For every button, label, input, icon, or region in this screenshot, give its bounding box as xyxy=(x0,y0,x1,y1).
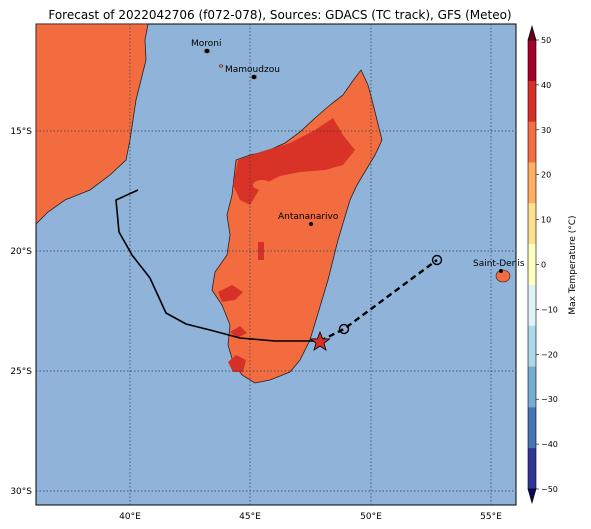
city-dot xyxy=(205,49,209,53)
lat-label: 20°S xyxy=(10,247,32,257)
lon-label: 40°E xyxy=(119,512,141,522)
city-dot xyxy=(252,75,256,79)
lon-label: 55°E xyxy=(480,512,502,522)
colorbar-tick-label: 0 xyxy=(541,261,546,270)
gridlines xyxy=(36,24,516,505)
city-label-saint-denis: Saint-Denis xyxy=(473,259,525,269)
colorbar-tick-label: −20 xyxy=(541,350,558,359)
colorbar-segment xyxy=(528,325,536,368)
city-label-mamoudzou: Mamoudzou xyxy=(225,65,280,75)
forecast-position-marker xyxy=(338,323,350,335)
map-title: Forecast of 2022042706 (f072-078), Sourc… xyxy=(48,8,512,22)
city-label-moroni: Moroni xyxy=(191,39,222,49)
colorbar-tick-label: 30 xyxy=(541,126,551,135)
colorbar-tick-label: −30 xyxy=(541,395,558,404)
colorbar-label: Max Temperature (°C) xyxy=(568,215,578,314)
colorbar-bottom-arrow xyxy=(527,488,537,505)
lon-label: 50°E xyxy=(360,512,382,522)
colorbar: 50 40 30 20 10 0 −10 −20 −30 −40 −50 xyxy=(527,24,558,505)
colorbar-tick-label: 40 xyxy=(541,81,551,90)
cool-spot-north xyxy=(253,180,271,190)
city-dot xyxy=(309,222,313,226)
colorbar-segment xyxy=(528,121,536,163)
colorbar-segment xyxy=(528,284,536,327)
city-dot xyxy=(499,269,503,273)
forecast-position-marker xyxy=(431,254,443,266)
reunion-island xyxy=(495,269,511,283)
hot-region-west xyxy=(218,285,243,302)
lat-label: 25°S xyxy=(10,367,32,377)
colorbar-tick-label: 10 xyxy=(541,216,551,225)
colorbar-segment xyxy=(528,80,536,123)
lon-label: 45°E xyxy=(239,512,261,522)
tc-past-track xyxy=(115,189,320,342)
current-position-star-icon xyxy=(309,330,331,351)
colorbar-tick-label: 50 xyxy=(541,36,551,45)
city-label-antananarivo: Antananarivo xyxy=(278,212,339,222)
hot-region-sw xyxy=(230,326,247,338)
tc-forecast-track xyxy=(319,259,438,343)
colorbar-segment xyxy=(528,40,536,82)
lat-label: 30°S xyxy=(10,487,32,497)
colorbar-segment xyxy=(528,366,536,408)
colorbar-segment xyxy=(528,162,536,204)
colorbar-tick-label: −50 xyxy=(541,485,558,494)
colorbar-segment xyxy=(528,203,536,245)
anjouan-island xyxy=(218,64,224,68)
hot-region-south xyxy=(228,355,246,372)
colorbar-segment xyxy=(528,407,536,449)
colorbar-tick-label: −10 xyxy=(541,305,558,314)
colorbar-top-arrow xyxy=(527,24,537,41)
colorbar-segment xyxy=(528,448,536,490)
colorbar-segment xyxy=(528,244,536,286)
colorbar-tick-label: 20 xyxy=(541,171,551,180)
colorbar-tick-label: −40 xyxy=(541,440,558,449)
lat-label: 15°S xyxy=(10,127,32,137)
